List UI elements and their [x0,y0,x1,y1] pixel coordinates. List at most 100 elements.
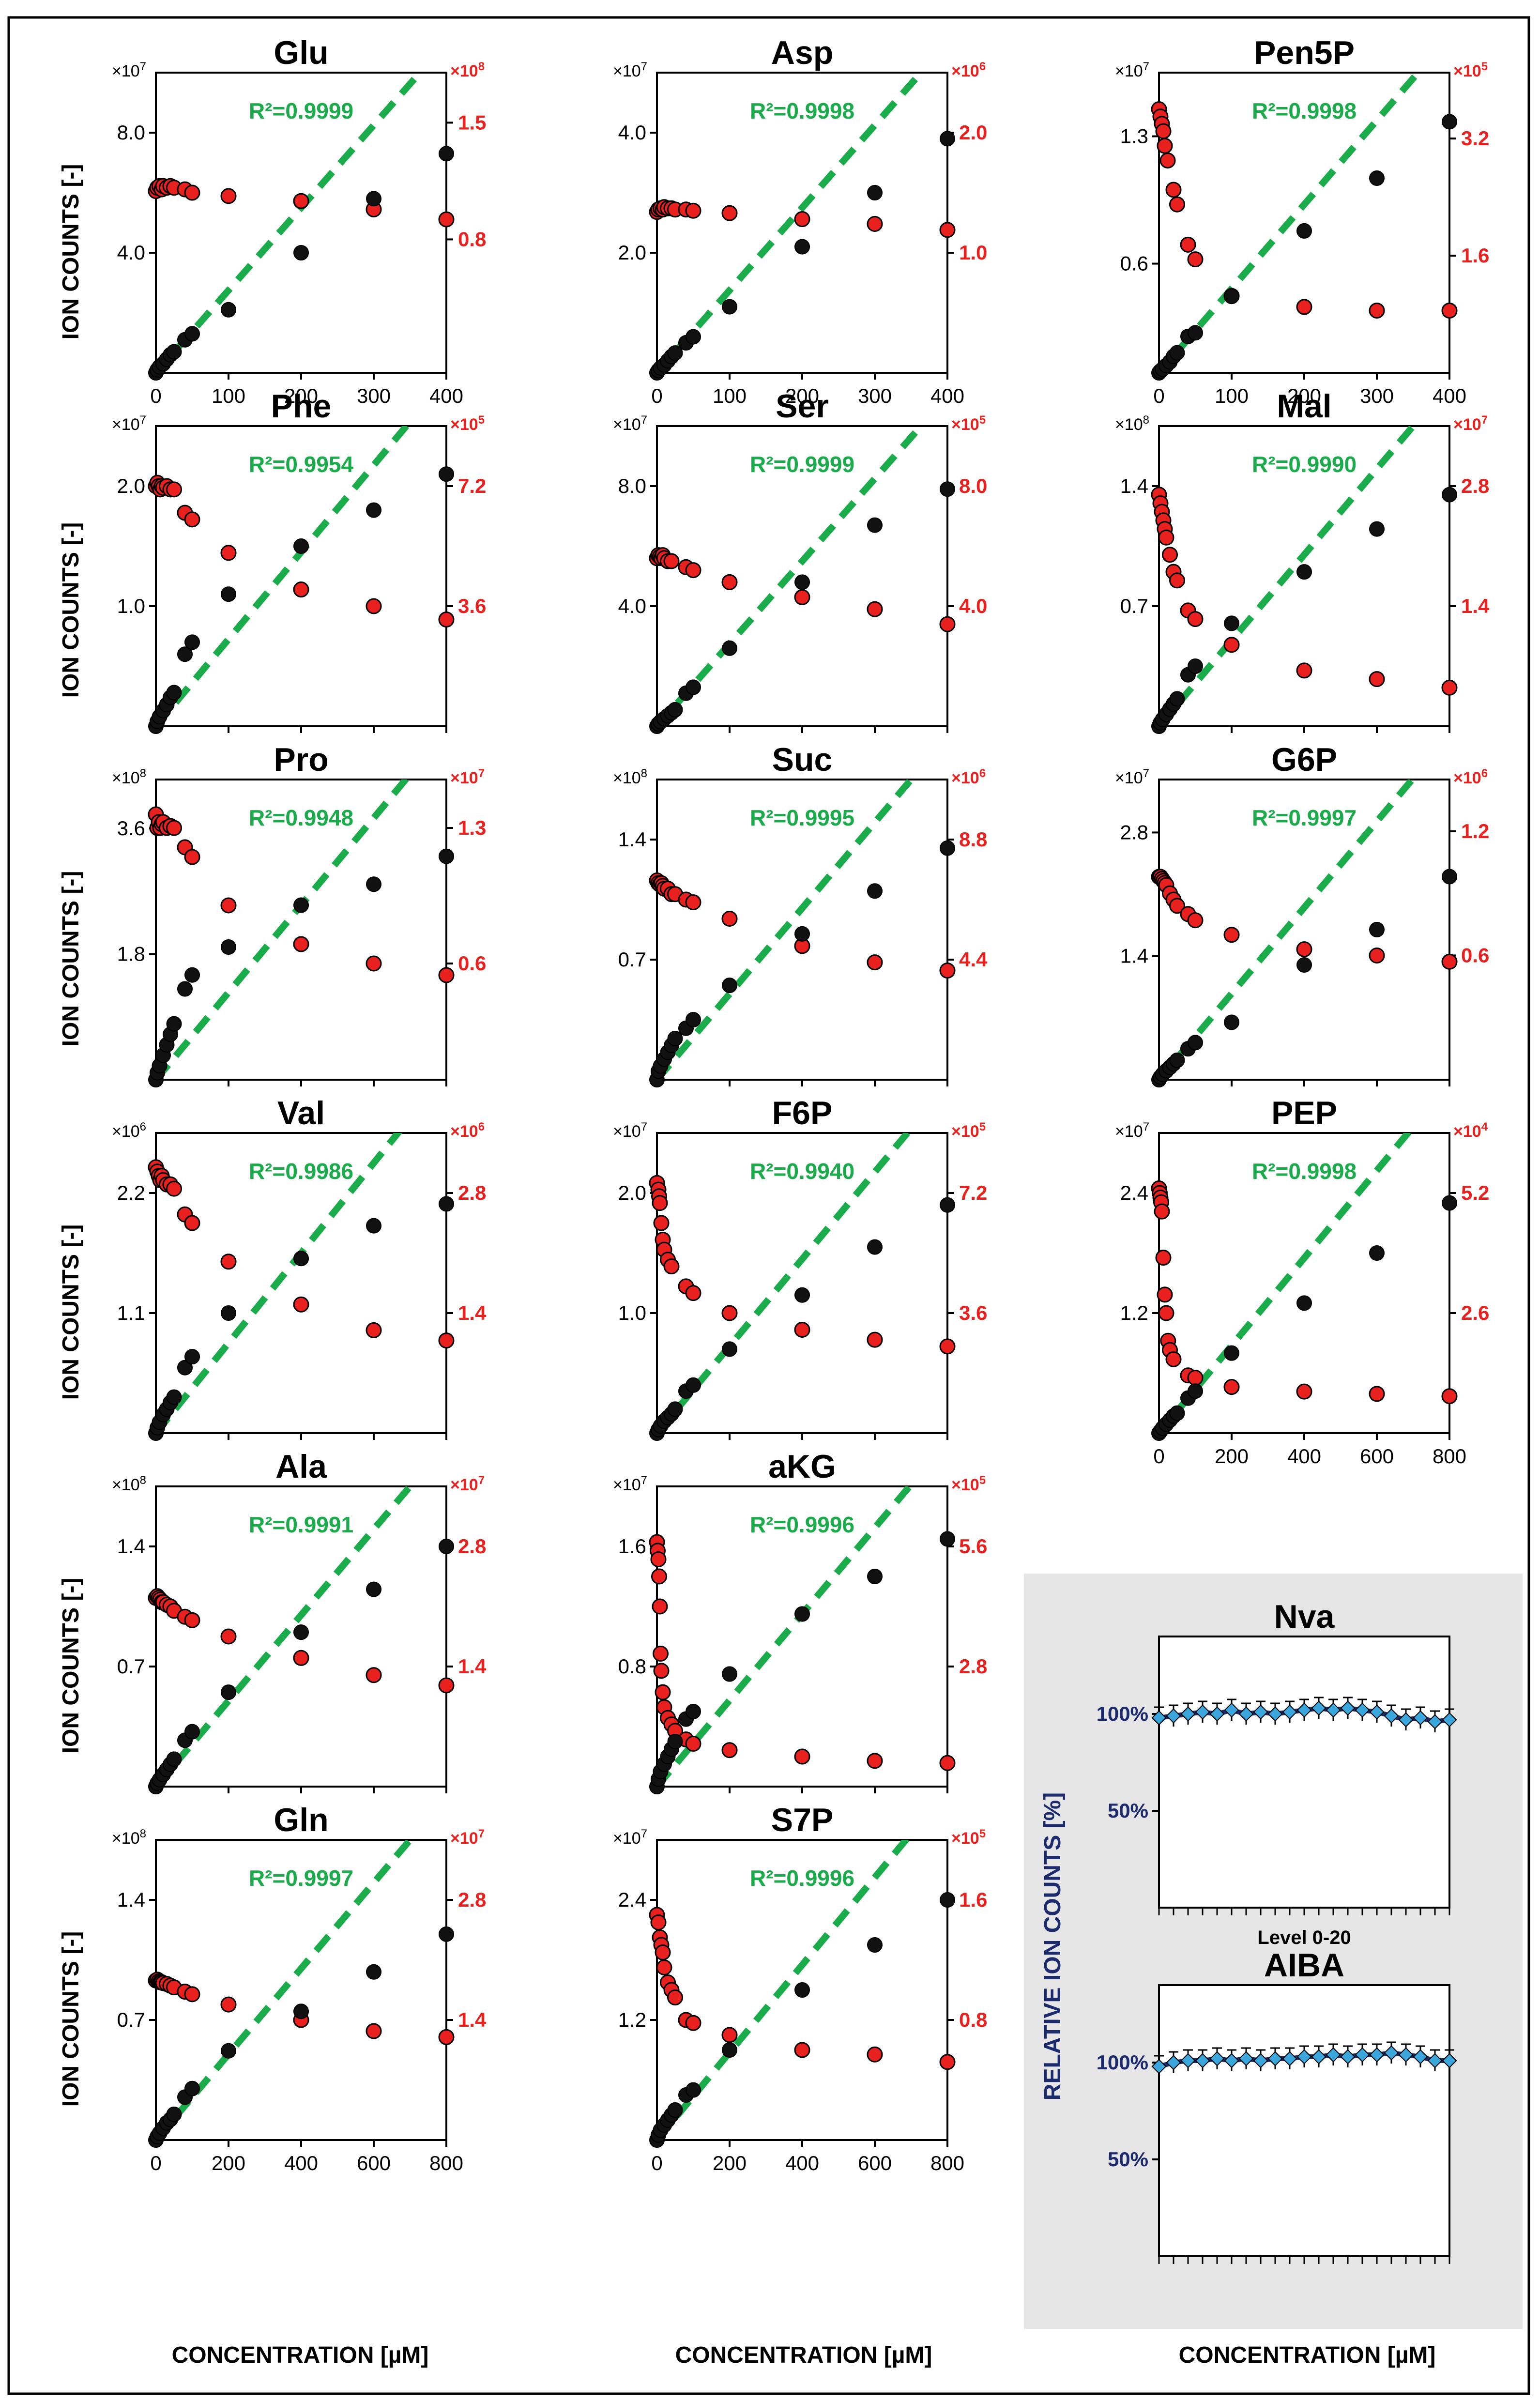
red-point [1369,947,1385,963]
left-tick-label: 0.6 [1120,252,1148,275]
linear-fit-line [657,780,916,1080]
red-point [653,1663,670,1679]
red-point [867,2046,883,2063]
right-tick-label: 2.8 [1461,474,1489,497]
red-point [721,574,738,590]
chart-title: Suc [772,741,833,778]
black-point [940,1197,955,1213]
chart-title: Val [277,1095,325,1132]
x-tick-label: 0 [1153,1445,1164,1468]
black-point [293,538,309,554]
chart-title: Nva [1274,1598,1335,1635]
black-point [293,1251,309,1267]
data-point [1253,2053,1268,2068]
data-point [1427,1714,1443,1729]
plot-area [657,780,916,1080]
y-axis-label-row-6: ION COUNTS [-] [58,1931,84,2107]
left-tick-label: 1.4 [618,828,646,851]
r-squared-label: R²=0.9998 [750,98,854,123]
right-tick-label: 2.8 [959,1655,987,1678]
red-point [1154,1203,1170,1220]
black-point [794,239,810,255]
r-squared-label: R²=0.9997 [1252,805,1357,830]
black-point [722,1341,737,1357]
data-point [1282,2051,1297,2066]
r-squared-label: R²=0.9997 [249,1866,353,1891]
chart-title: Ser [776,388,829,425]
red-point [1296,299,1312,315]
left-tick-label: 50% [1108,2148,1148,2171]
right-tick-label: 1.6 [959,1888,987,1911]
red-point [184,184,200,201]
red-point [1187,1370,1204,1386]
black-point [1369,170,1385,186]
black-point [293,1624,309,1640]
data-point [1296,1702,1312,1718]
black-point [439,1539,454,1554]
right-tick-label: 8.8 [959,828,987,851]
red-point [1155,1250,1172,1266]
plot-frame [656,1485,948,1788]
x-tick-label: 100 [713,384,747,407]
black-point [667,2102,683,2118]
red-point [1223,1379,1240,1395]
red-point [1187,251,1204,268]
black-point [1442,487,1457,503]
red-point [685,894,701,911]
right-tick-label: 2.6 [1461,1301,1489,1324]
left-tick-label: 100% [1097,2051,1148,2074]
black-point [1188,1383,1203,1399]
r-squared-label: R²=0.9998 [1252,98,1357,123]
chart-title: S7P [771,1802,834,1838]
red-point [939,1755,956,1771]
black-point [686,1377,701,1393]
red-point [1441,953,1458,970]
red-point [1165,1351,1182,1367]
left-tick-label: 100% [1097,1702,1148,1725]
left-tick-label: 2.2 [117,1181,145,1204]
black-point [722,640,737,656]
plot-area [657,73,926,373]
red-point [438,211,455,228]
plot-frame [155,1132,447,1434]
x-tick-label: 200 [212,2152,245,2174]
data-point [1340,2049,1356,2065]
data-point [1180,2053,1196,2068]
chart-title: Pen5P [1254,34,1355,71]
red-point [867,1753,883,1769]
left-tick-label: 4.0 [618,595,646,617]
data-point [1209,2051,1225,2066]
right-tick-label: 2.8 [458,1181,486,1204]
chart-title: Phe [271,388,332,425]
x-tick-label: 200 [1215,1445,1249,1468]
black-point [439,466,454,482]
right-tick-label: 7.2 [959,1181,987,1204]
right-tick-label: 2.0 [959,121,987,144]
red-point [651,1568,667,1585]
left-tick-label: 1.3 [1120,125,1148,148]
red-point [685,1735,701,1752]
right-tick-label: 0.8 [959,2008,987,2031]
red-point [721,205,738,221]
x-tick-label: 600 [1360,1445,1394,1468]
black-point [794,1606,810,1622]
x-axis-label-col-1: CONCENTRATION [µM] [172,2342,429,2368]
black-point [940,131,955,147]
plot-area [1159,780,1417,1080]
chart-AIBA: AIBA 50% 100% [1097,1947,1457,2264]
red-point [1369,671,1385,688]
x-tick-label: 800 [930,2152,964,2174]
data-point [1369,2047,1385,2063]
red-point [794,1321,810,1338]
red-point [1165,182,1182,198]
x-tick-label: 400 [1433,384,1466,407]
plot-area [657,1840,911,2140]
x-tick-label: 400 [785,2152,819,2174]
red-point [184,1986,200,2003]
black-point [439,848,454,864]
black-point [293,245,309,260]
black-point [439,1196,454,1212]
